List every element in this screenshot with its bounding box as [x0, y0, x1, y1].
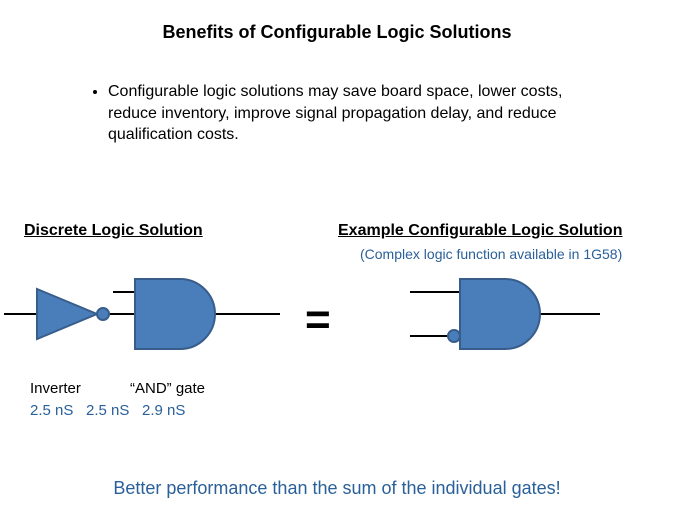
timing-3: 2.9 nS: [142, 402, 185, 419]
logic-diagram: [0, 274, 674, 404]
bullet-block: Configurable logic solutions may save bo…: [90, 81, 584, 146]
subcaption-configurable: (Complex logic function available in 1G5…: [360, 246, 622, 262]
heading-configurable: Example Configurable Logic Solution: [338, 222, 622, 240]
timing-2: 2.5 nS: [86, 402, 129, 419]
bullet-text: Configurable logic solutions may save bo…: [108, 81, 584, 146]
equals-sign: =: [305, 298, 331, 342]
footer-text: Better performance than the sum of the i…: [0, 478, 674, 499]
heading-discrete: Discrete Logic Solution: [24, 222, 203, 240]
label-and-gate: “AND” gate: [130, 380, 205, 397]
page-title: Benefits of Configurable Logic Solutions: [0, 22, 674, 43]
timing-1: 2.5 nS: [30, 402, 73, 419]
label-inverter: Inverter: [30, 380, 81, 397]
